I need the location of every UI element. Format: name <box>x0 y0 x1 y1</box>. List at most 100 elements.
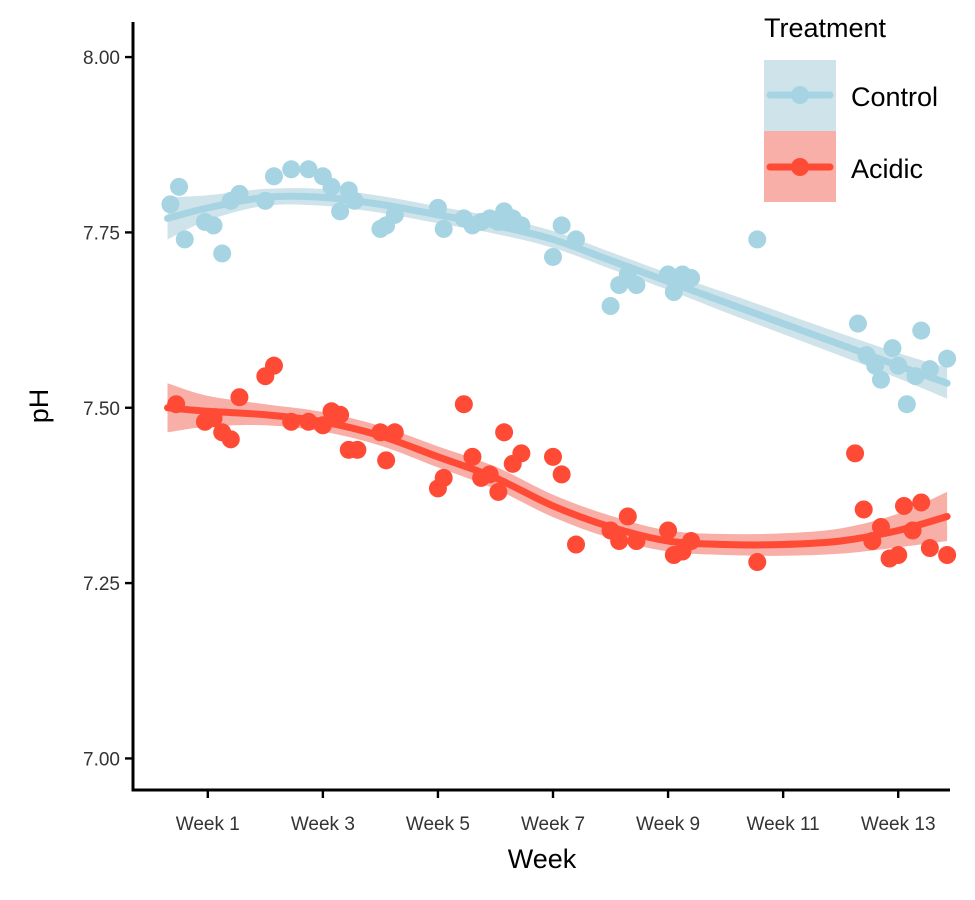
data-point-acidic <box>889 546 908 565</box>
fit-line-control <box>164 192 951 387</box>
series-acidic <box>164 383 951 556</box>
data-point-control <box>299 160 318 179</box>
data-point-acidic <box>863 532 882 551</box>
data-point-control <box>682 269 701 287</box>
points-control <box>161 160 957 414</box>
y-tick-label: 8.00 <box>83 48 120 69</box>
data-point-acidic <box>552 465 571 484</box>
data-point-acidic <box>894 496 913 515</box>
data-point-acidic <box>385 423 404 442</box>
data-point-control <box>161 195 180 214</box>
data-point-control <box>659 265 678 284</box>
data-point-control <box>512 216 531 235</box>
data-point-acidic <box>489 482 508 501</box>
data-point-control <box>331 202 350 221</box>
data-point-control <box>213 244 232 263</box>
data-point-control <box>567 230 586 249</box>
data-point-acidic <box>299 412 318 431</box>
data-point-control <box>848 314 867 333</box>
data-point-control <box>204 216 223 235</box>
legend-label-acidic: Acidic <box>851 154 923 184</box>
data-point-control <box>883 339 902 358</box>
data-point-acidic <box>454 395 473 414</box>
data-point-acidic <box>495 423 514 442</box>
data-point-acidic <box>348 440 367 459</box>
x-tick-label: Week 9 <box>636 814 700 835</box>
legend: Treatment Control Acidic <box>764 13 938 202</box>
confidence-band-acidic <box>167 383 948 556</box>
data-point-control <box>912 321 931 340</box>
y-axis-title: pH <box>24 389 54 424</box>
data-point-acidic <box>567 535 586 554</box>
data-point-control <box>664 283 683 302</box>
data-point-acidic <box>480 465 499 484</box>
data-point-acidic <box>627 532 646 551</box>
data-point-acidic <box>682 532 701 551</box>
data-point-control <box>175 230 194 249</box>
data-point-acidic <box>331 405 350 424</box>
data-point-acidic <box>463 447 482 466</box>
data-point-control <box>544 247 563 266</box>
data-point-acidic <box>167 395 186 414</box>
data-point-acidic <box>903 521 922 540</box>
data-point-control <box>264 167 283 186</box>
points-acidic <box>167 356 957 572</box>
data-point-acidic <box>204 409 223 428</box>
data-point-acidic <box>221 430 240 449</box>
data-point-control <box>866 356 885 375</box>
legend-item-control: Control <box>764 60 938 131</box>
legend-item-acidic: Acidic <box>764 131 923 202</box>
data-point-acidic <box>846 444 865 463</box>
y-axis-ticks: 7.00 7.25 7.50 7.75 8.00 <box>83 48 133 770</box>
data-point-control <box>906 367 925 386</box>
x-tick-label: Week 5 <box>406 814 470 835</box>
data-point-acidic <box>610 532 629 551</box>
data-point-control <box>627 276 646 295</box>
data-point-control <box>897 395 916 414</box>
confidence-band-control <box>167 188 948 399</box>
y-tick-label: 7.75 <box>83 223 120 244</box>
legend-label-control: Control <box>851 82 938 112</box>
y-tick-label: 7.50 <box>83 399 120 420</box>
legend-title: Treatment <box>764 13 887 43</box>
data-point-control <box>871 370 890 389</box>
data-point-control <box>428 198 447 217</box>
series-control <box>164 188 951 399</box>
data-point-control <box>920 360 939 379</box>
data-point-acidic <box>748 553 767 572</box>
fit-line-acidic <box>164 404 951 549</box>
data-point-control <box>170 177 189 196</box>
data-point-acidic <box>938 546 957 565</box>
data-point-control <box>552 216 571 235</box>
data-point-control <box>938 349 957 368</box>
data-point-control <box>256 191 275 210</box>
data-point-acidic <box>230 388 249 407</box>
x-axis-ticks: Week 1 Week 3 Week 5 Week 7 Week 9 Week 11 Wee… <box>176 790 936 835</box>
data-point-acidic <box>377 451 396 470</box>
data-point-control <box>601 297 620 316</box>
data-point-acidic <box>282 412 301 431</box>
data-point-acidic <box>434 468 453 487</box>
data-point-control <box>434 219 453 238</box>
data-point-control <box>230 184 249 203</box>
legend-key-acidic-point <box>791 158 809 176</box>
data-point-acidic <box>912 493 931 512</box>
x-tick-label: Week 3 <box>291 814 355 835</box>
data-point-acidic <box>871 517 890 536</box>
x-tick-label: Week 11 <box>747 814 820 835</box>
y-tick-label: 7.25 <box>83 574 120 595</box>
data-point-acidic <box>544 447 563 466</box>
data-point-control <box>748 230 767 249</box>
x-tick-label: Week 7 <box>521 814 585 835</box>
data-point-acidic <box>313 416 332 435</box>
x-tick-label: Week 1 <box>176 814 240 835</box>
x-tick-label: Week 13 <box>861 814 936 835</box>
data-point-acidic <box>371 423 390 442</box>
data-point-control <box>322 177 341 196</box>
data-point-control <box>385 205 404 224</box>
data-point-control <box>345 191 364 210</box>
data-point-acidic <box>920 539 939 558</box>
data-point-control <box>889 356 908 375</box>
data-point-acidic <box>659 521 678 540</box>
